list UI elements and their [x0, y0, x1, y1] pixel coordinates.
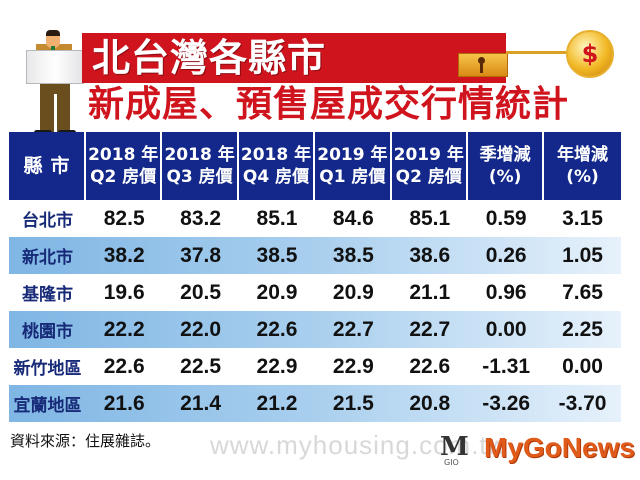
table-cell: 0.00 [562, 354, 603, 378]
table-cell: 0.59 [485, 206, 527, 230]
column-header-yoy: 年增減 (%) [544, 132, 621, 200]
table-cell: 82.5 [103, 206, 145, 230]
table-cell: 37.8 [180, 243, 222, 267]
column-header-line2: (%) [566, 167, 599, 187]
region-name: 新北市 [22, 248, 73, 268]
table-cell: 22.6 [256, 317, 298, 341]
column-header-line1: 2018 年 [164, 145, 235, 165]
table-cell: 21.6 [103, 391, 145, 415]
table-cell: 85.1 [256, 206, 298, 230]
region-name: 基隆市 [22, 285, 73, 305]
keyhole-icon [478, 57, 485, 64]
table-cell: 21.1 [409, 280, 451, 304]
table-row: 基隆市 19.6 20.5 20.9 20.9 21.1 0.96 7.65 [9, 274, 621, 311]
newspaper-man-illustration [22, 30, 86, 135]
keyhole-stem [480, 62, 483, 73]
man-hair [46, 30, 60, 36]
table-cell: 22.6 [103, 354, 145, 378]
table-row: 新北市 38.2 37.8 38.5 38.5 38.6 0.26 1.05 [9, 237, 621, 274]
region-name: 新竹地區 [13, 359, 82, 379]
table-cell: -1.31 [482, 354, 531, 378]
table-cell: 20.9 [256, 280, 298, 304]
price-table: 縣市 2018 年 Q2 房價 2018 年 Q3 房價 2018 年 Q4 房… [9, 132, 621, 422]
leg-gap [54, 94, 57, 132]
table-cell: 38.2 [103, 243, 145, 267]
table-cell: 2.25 [562, 317, 603, 341]
column-header-2018q3: 2018 年 Q3 房價 [162, 132, 239, 200]
region-name: 台北市 [22, 211, 73, 231]
table-cell: 22.5 [180, 354, 222, 378]
table-cell: 21.2 [256, 391, 298, 415]
column-header-region: 縣市 [9, 132, 86, 200]
table-row: 台北市 82.5 83.2 85.1 84.6 85.1 0.59 3.15 [9, 200, 621, 237]
brand-mark-icon: M GIO [440, 430, 476, 467]
page-subtitle: 新成屋、預售屋成交行情統計 [88, 84, 570, 125]
source-note: 資料來源：住展雜誌。 [10, 432, 161, 450]
column-header-2018q2: 2018 年 Q2 房價 [86, 132, 163, 200]
column-header-line1: 2018 年 [88, 145, 159, 165]
table-row: 宜蘭地區 21.6 21.4 21.2 21.5 20.8 -3.26 -3.7… [9, 385, 621, 422]
column-header-line2: Q2 房價 [90, 167, 157, 187]
table-cell: 22.9 [256, 354, 298, 378]
table-cell: 20.9 [332, 280, 374, 304]
column-header-line2: Q3 房價 [166, 167, 233, 187]
table-cell: 22.7 [332, 317, 374, 341]
brand-name: MyGoNews [484, 432, 635, 463]
table-header-row: 縣市 2018 年 Q2 房價 2018 年 Q3 房價 2018 年 Q4 房… [9, 132, 621, 200]
table-cell: 22.7 [409, 317, 451, 341]
table-cell: 22.0 [180, 317, 222, 341]
column-header-line2: (%) [488, 167, 522, 187]
key-shaft [506, 51, 570, 54]
column-header-line2: Q2 房價 [395, 167, 462, 187]
table-cell: -3.26 [482, 391, 531, 415]
table-cell: 84.6 [332, 206, 374, 230]
column-header-line1: 2018 年 [240, 145, 312, 165]
column-header-line2: Q1 房價 [319, 167, 386, 187]
brand-mark-letter: M [440, 432, 469, 462]
table-cell: 38.5 [256, 243, 298, 267]
column-header-line1: 2019 年 [393, 145, 464, 165]
column-header-line2: Q4 房價 [242, 167, 310, 187]
table-cell: 20.5 [180, 280, 222, 304]
table-cell: 0.00 [485, 317, 527, 341]
table-cell: 1.05 [562, 243, 603, 267]
table-cell: 19.6 [103, 280, 145, 304]
table-cell: 20.8 [409, 391, 451, 415]
table-cell: 3.15 [562, 206, 603, 230]
table-cell: 21.5 [332, 391, 374, 415]
coin-symbol: $ [581, 40, 599, 68]
region-name: 宜蘭地區 [13, 396, 82, 416]
table-cell: 0.96 [485, 280, 527, 304]
table-cell: 7.65 [562, 280, 603, 304]
newspaper-icon [26, 50, 84, 84]
brand-mark-sub: GIO [444, 458, 459, 467]
column-header-line1: 縣市 [23, 155, 78, 177]
watermark-url: www.myhousing.com.tw [210, 430, 508, 460]
column-header-line1: 2019 年 [317, 145, 388, 165]
table-cell: 22.6 [409, 354, 451, 378]
column-header-2018q4: 2018 年 Q4 房價 [238, 132, 316, 200]
table-cell: 38.5 [332, 243, 374, 267]
table-cell: 22.9 [332, 354, 374, 378]
title-banner [82, 33, 506, 83]
table-cell: 83.2 [180, 206, 222, 230]
column-header-2019q1: 2019 年 Q1 房價 [315, 132, 392, 200]
dollar-coin-icon: $ [566, 30, 614, 78]
table-row: 桃園市 22.2 22.0 22.6 22.7 22.7 0.00 2.25 [9, 311, 621, 348]
region-name: 桃園市 [22, 322, 73, 342]
table-row: 新竹地區 22.6 22.5 22.9 22.9 22.6 -1.31 0.00 [9, 348, 621, 385]
table-cell: 38.6 [409, 243, 451, 267]
column-header-line1: 季增減 [479, 145, 531, 165]
table-cell: -3.70 [558, 391, 607, 415]
table-cell: 85.1 [409, 206, 451, 230]
table-cell: 21.4 [180, 391, 222, 415]
table-cell: 0.26 [485, 243, 527, 267]
man-head [46, 32, 60, 48]
column-header-qoq: 季增減 (%) [467, 132, 545, 200]
table-cell: 22.2 [103, 317, 145, 341]
column-header-2019q2: 2019 年 Q2 房價 [391, 132, 468, 200]
column-header-line1: 年增減 [557, 145, 609, 165]
brand-logo: M GIO MyGoNews [440, 430, 635, 467]
page-title: 北台灣各縣市 [92, 36, 327, 80]
